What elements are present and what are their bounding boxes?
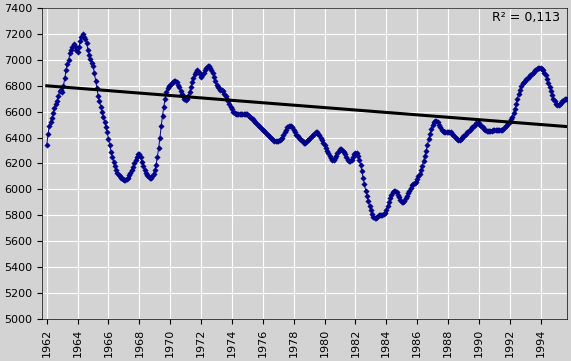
Text: R² = 0,113: R² = 0,113 — [492, 11, 560, 24]
